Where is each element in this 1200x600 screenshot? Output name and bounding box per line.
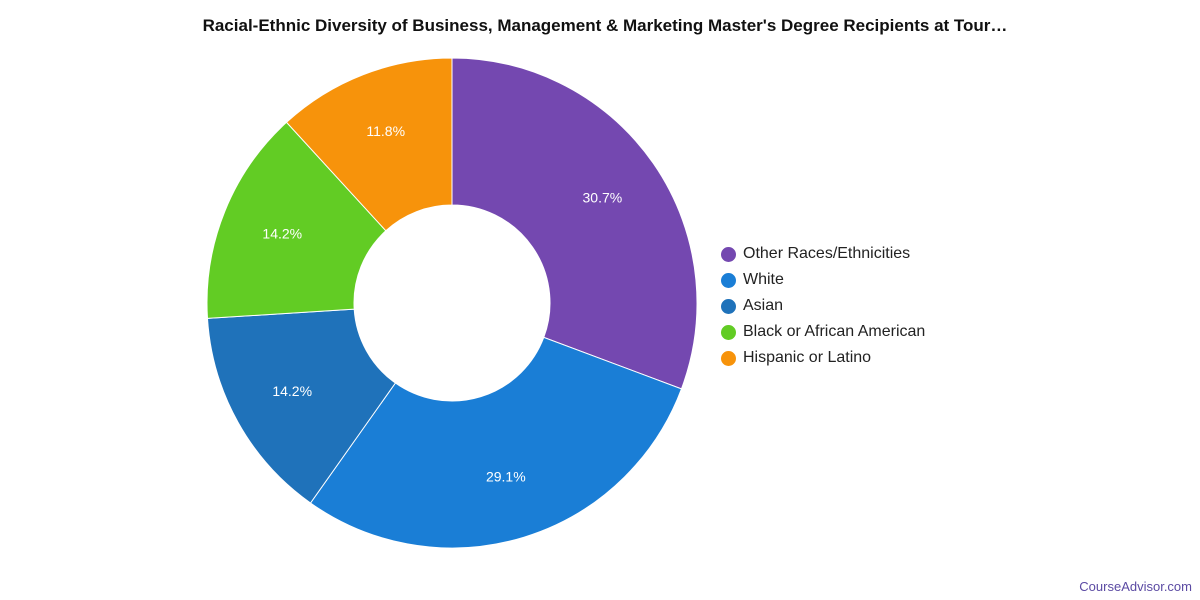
legend-item-4[interactable]: Hispanic or Latino — [721, 345, 925, 371]
legend-swatch-2 — [721, 298, 736, 314]
legend-item-0[interactable]: Other Races/Ethnicities — [721, 241, 925, 267]
legend-label-0: Other Races/Ethnicities — [743, 245, 911, 262]
legend-swatch-4 — [721, 350, 736, 366]
legend-label-1: White — [743, 271, 784, 288]
pie-slice-0[interactable] — [451, 57, 698, 390]
slice-label-0: 30.7% — [583, 189, 623, 205]
slice-label-4: 11.8% — [366, 123, 405, 139]
pie-slice-2[interactable] — [206, 308, 397, 504]
chart-title: Racial-Ethnic Diversity of Business, Man… — [202, 16, 1008, 35]
legend-swatch-1 — [721, 272, 736, 288]
watermark[interactable]: CourseAdvisor.com — [1079, 579, 1192, 594]
slice-label-2: 14.2% — [272, 383, 312, 399]
legend-item-2[interactable]: Asian — [721, 293, 925, 319]
legend-label-3: Black or African American — [743, 323, 926, 340]
chart-legend: Other Races/Ethnicities White Asian Black o… — [721, 241, 925, 371]
legend-item-1[interactable]: White — [721, 267, 925, 293]
pie-slice-3[interactable] — [206, 121, 387, 319]
legend-swatch-3 — [721, 324, 736, 340]
legend-swatch-0 — [721, 246, 736, 262]
pie-slice-1[interactable] — [309, 336, 683, 549]
slice-label-3: 14.2% — [262, 225, 302, 241]
legend-label-4: Hispanic or Latino — [743, 349, 872, 366]
legend-item-3[interactable]: Black or African American — [721, 319, 925, 345]
pie-slice-4[interactable] — [285, 57, 453, 232]
legend-label-2: Asian — [743, 297, 784, 314]
slice-label-1: 29.1% — [486, 469, 526, 485]
